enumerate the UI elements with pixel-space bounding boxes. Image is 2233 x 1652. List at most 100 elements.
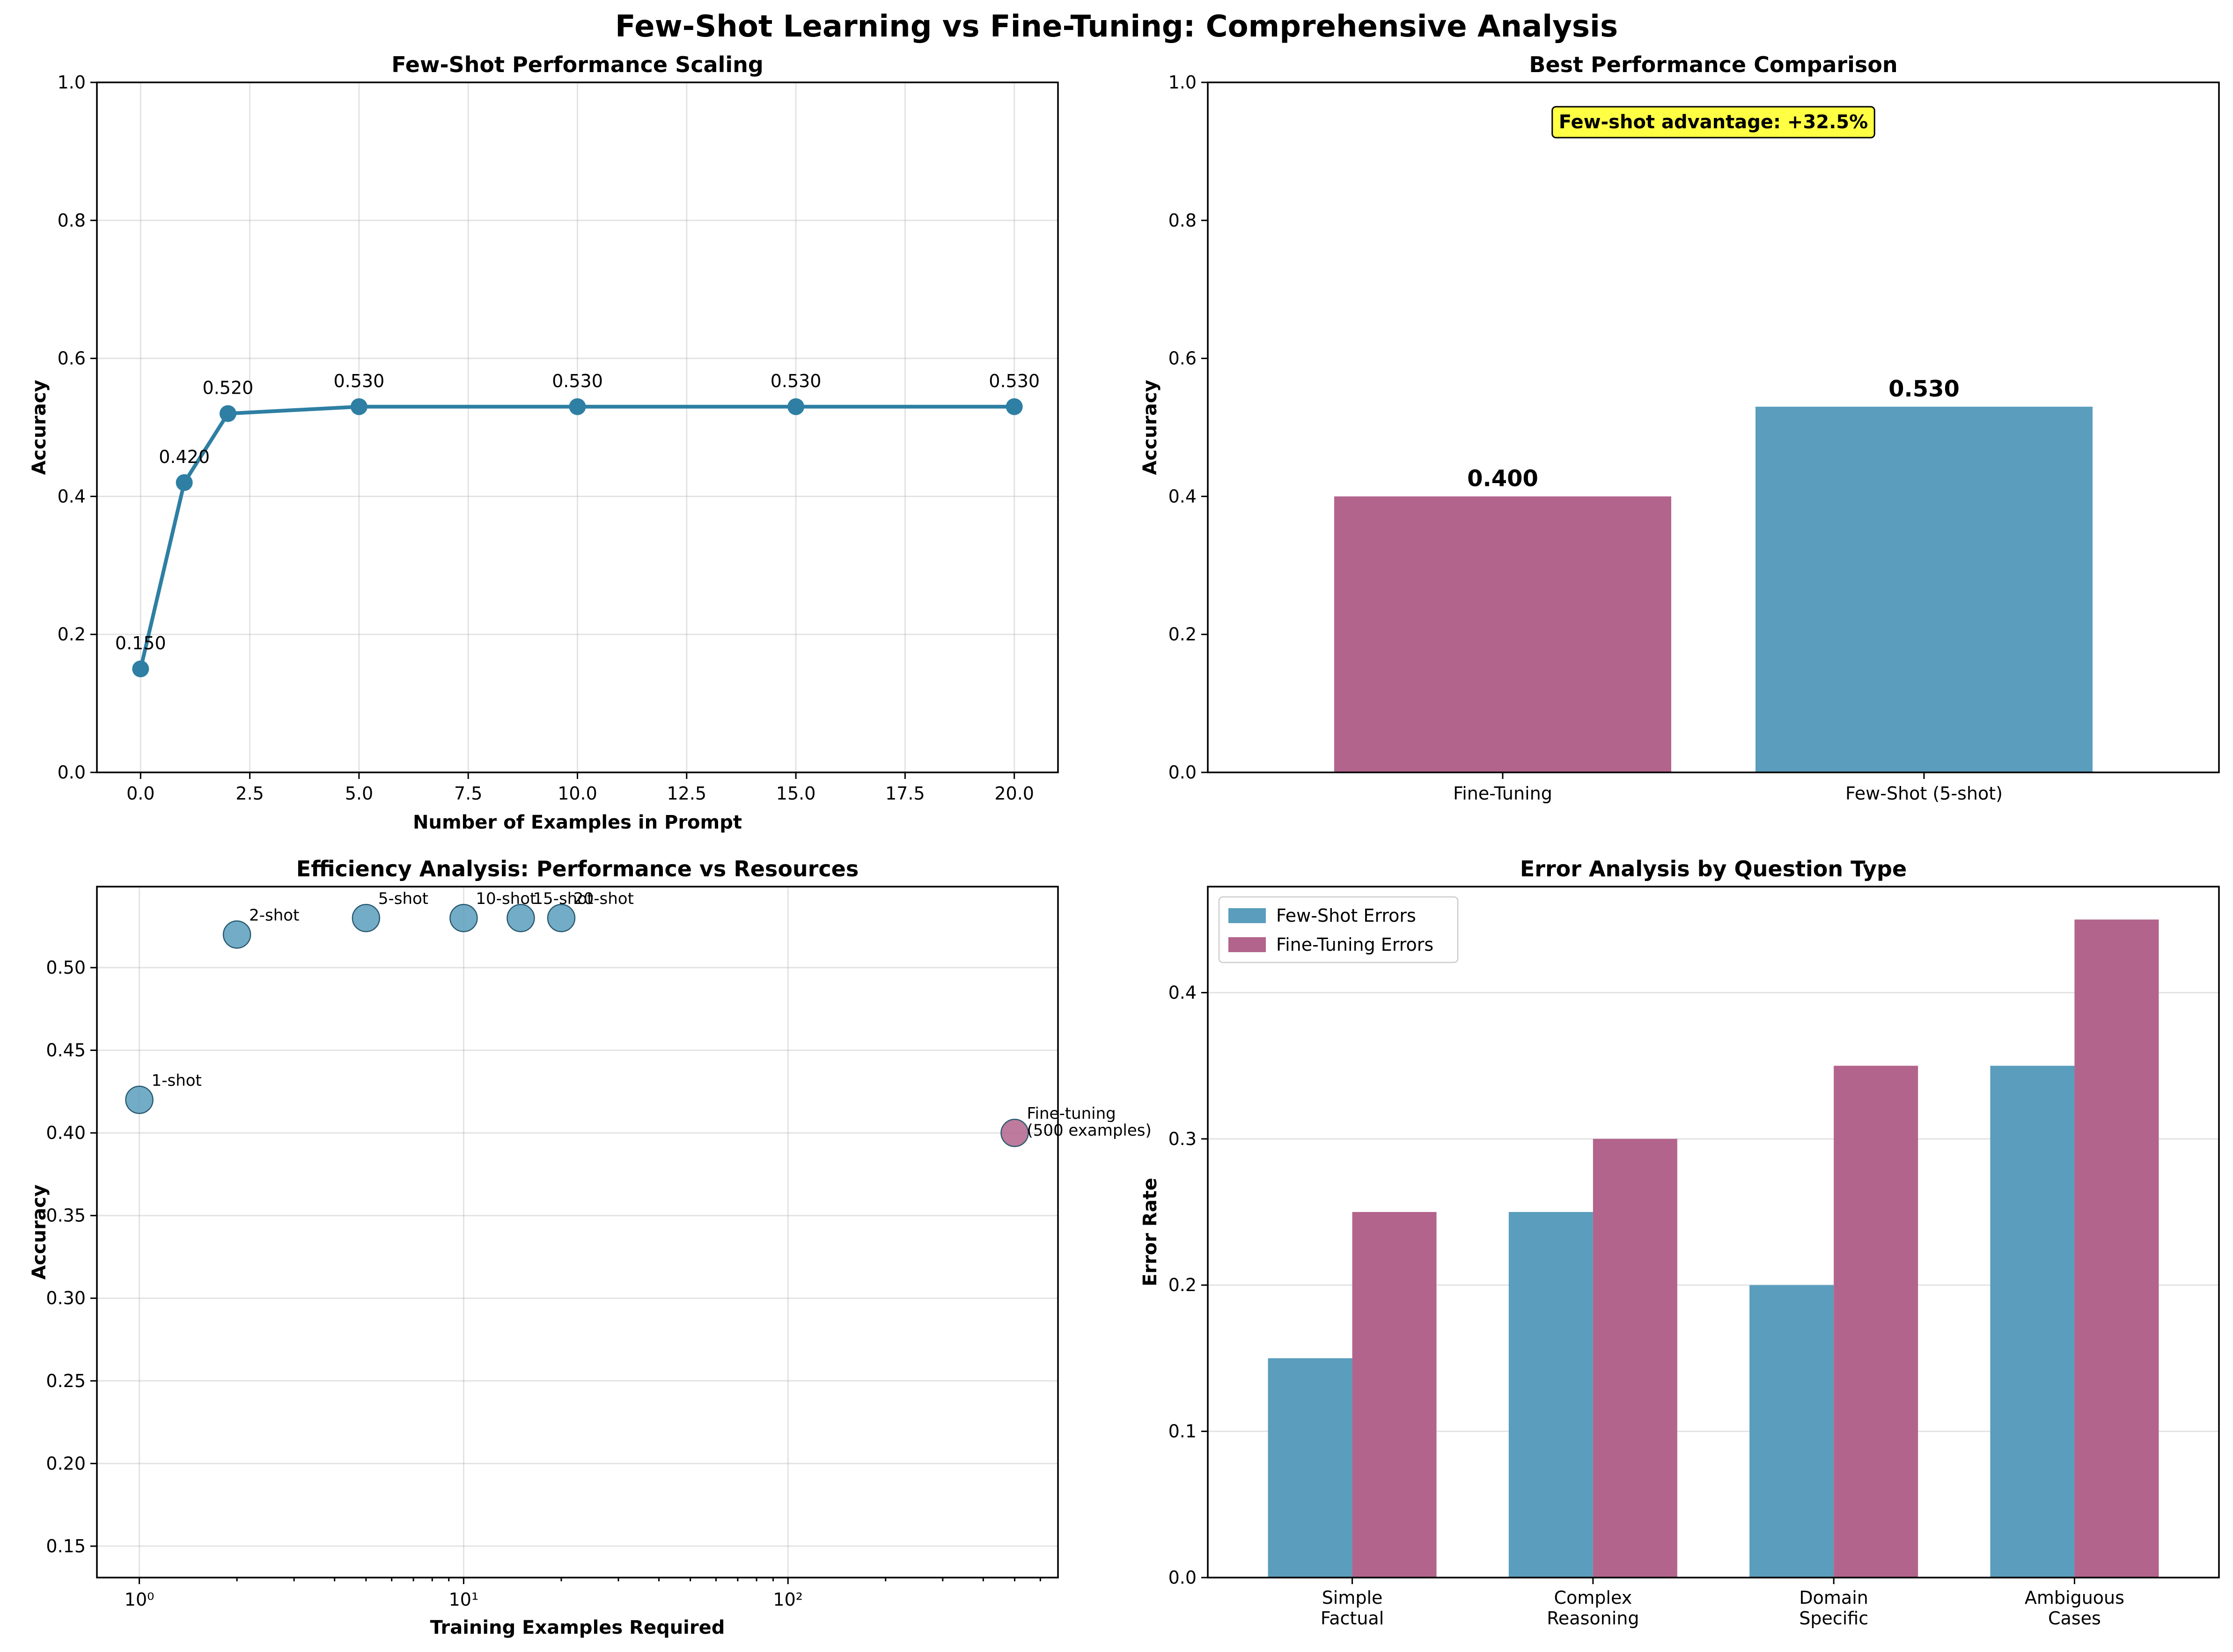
y-tick-label: 0.1 — [1168, 1421, 1197, 1442]
bar — [1834, 1065, 1918, 1578]
x-tick-label: 17.5 — [885, 783, 925, 804]
advantage-annotation: Few-shot advantage: +32.5% — [1559, 111, 1868, 133]
data-point — [219, 405, 236, 422]
x-tick-label: Ambiguous Cases — [2025, 1587, 2124, 1629]
x-tick-label: Domain Specific — [1799, 1587, 1868, 1629]
y-axis-label: Accuracy — [1139, 380, 1161, 475]
y-axis-label: Accuracy — [29, 1184, 50, 1279]
scatter-point — [1000, 1118, 1029, 1147]
data-point — [1006, 398, 1023, 415]
x-tick-label: 20.0 — [994, 783, 1034, 804]
x-tick-label: 10¹ — [449, 1589, 479, 1610]
data-point — [569, 398, 586, 415]
legend-box — [1218, 896, 1459, 963]
scatter-point — [125, 1086, 154, 1114]
y-axis-label: Error Rate — [1139, 1178, 1161, 1286]
x-tick-label: 5.0 — [345, 783, 373, 804]
y-tick-label: 1.0 — [58, 72, 86, 93]
panel-title: Efficiency Analysis: Performance vs Reso… — [296, 856, 859, 881]
x-axis-label: Number of Examples in Prompt — [413, 812, 742, 833]
panel-title: Error Analysis by Question Type — [1520, 856, 1907, 881]
bar — [1756, 406, 2093, 772]
y-tick-label: 0.6 — [58, 348, 86, 369]
y-tick-label: 0.45 — [46, 1040, 86, 1061]
y-tick-label: 0.35 — [46, 1205, 86, 1226]
y-tick-label: 0.6 — [1168, 348, 1197, 369]
x-tick-label: 7.5 — [454, 783, 482, 804]
scatter-point — [222, 920, 251, 949]
y-tick-label: 0.4 — [1168, 486, 1197, 507]
x-axis-label: Training Examples Required — [430, 1617, 725, 1638]
scatter-point — [547, 903, 576, 932]
y-tick-label: 0.4 — [1168, 982, 1197, 1003]
legend-swatch — [1228, 937, 1266, 952]
data-point — [176, 474, 193, 491]
legend: Few-Shot Errors Fine-Tuning Errors — [1218, 896, 1459, 963]
y-tick-label: 0.4 — [58, 486, 86, 507]
legend-swatch — [1228, 908, 1266, 923]
y-tick-label: 0.3 — [1168, 1129, 1197, 1149]
y-tick-label: 0.15 — [46, 1536, 86, 1557]
panel-title: Best Performance Comparison — [1529, 52, 1897, 77]
x-tick-label: Simple Factual — [1321, 1587, 1384, 1629]
y-tick-label: 0.20 — [46, 1453, 86, 1474]
panel-best-performance: Best Performance Comparison Accuracy 0.0 0.… — [1139, 52, 2220, 804]
data-label: 0.530 — [552, 371, 603, 391]
y-tick-label: 1.0 — [1168, 72, 1197, 93]
point-label: Fine-tuning (500 examples) — [1027, 1104, 1151, 1140]
bar — [1268, 1358, 1352, 1578]
y-tick-label: 0.8 — [58, 210, 86, 231]
x-tick-label: Fine-Tuning — [1453, 783, 1552, 804]
scatter-point — [507, 903, 535, 932]
bar — [2074, 919, 2159, 1578]
point-label: 20-shot — [573, 889, 634, 908]
bar-value-label: 0.400 — [1467, 465, 1538, 492]
x-tick-label: 10² — [773, 1589, 803, 1610]
y-tick-label: 0.2 — [1168, 624, 1197, 645]
data-point — [132, 660, 149, 677]
bar — [1990, 1065, 2075, 1578]
x-tick-label: Few-Shot (5-shot) — [1845, 783, 2003, 804]
x-tick-label: 2.5 — [235, 783, 264, 804]
legend-label: Few-Shot Errors — [1276, 905, 1416, 926]
y-tick-label: 0.2 — [1168, 1275, 1197, 1295]
point-label: 1-shot — [152, 1072, 202, 1090]
bar-value-label: 0.530 — [1888, 376, 1960, 402]
y-tick-label: 0.40 — [46, 1123, 86, 1143]
x-tick-label: 12.5 — [667, 783, 706, 804]
y-tick-label: 0.0 — [1168, 762, 1197, 783]
bar — [1508, 1212, 1593, 1578]
axes-frame — [96, 886, 1059, 1579]
y-tick-label: 0.25 — [46, 1371, 86, 1391]
bar — [1749, 1285, 1834, 1578]
bar — [1352, 1212, 1437, 1578]
data-label: 0.420 — [159, 447, 210, 467]
axes-frame — [1207, 81, 2220, 773]
bar — [1334, 496, 1671, 772]
y-tick-label: 0.0 — [58, 762, 86, 783]
x-tick-label: 15.0 — [776, 783, 816, 804]
y-tick-label: 0.30 — [46, 1288, 86, 1308]
panel-error-analysis: Error Analysis by Question Type Error Rat… — [1139, 856, 2220, 1629]
advantage-box — [1551, 106, 1875, 139]
figure-title: Few-Shot Learning vs Fine-Tuning: Compre… — [615, 9, 1618, 44]
x-tick-label: 10.0 — [558, 783, 597, 804]
x-tick-label: 0.0 — [126, 783, 154, 804]
data-label: 0.520 — [203, 378, 254, 398]
scatter-point — [449, 903, 478, 932]
data-label: 0.150 — [115, 633, 166, 653]
y-tick-label: 0.2 — [58, 624, 86, 645]
y-tick-label: 0.8 — [1168, 210, 1197, 231]
data-point — [350, 398, 367, 415]
data-label: 0.530 — [989, 371, 1040, 391]
y-tick-label: 0.0 — [1168, 1567, 1197, 1588]
scatter-point — [352, 903, 381, 932]
x-tick-label: 10⁰ — [125, 1589, 154, 1610]
axes-frame — [1207, 886, 2220, 1579]
data-label: 0.530 — [334, 371, 385, 391]
bar — [1593, 1138, 1677, 1578]
panel-efficiency: Efficiency Analysis: Performance vs Reso… — [29, 856, 1152, 1638]
data-point — [787, 398, 805, 415]
point-label: 2-shot — [249, 906, 299, 925]
